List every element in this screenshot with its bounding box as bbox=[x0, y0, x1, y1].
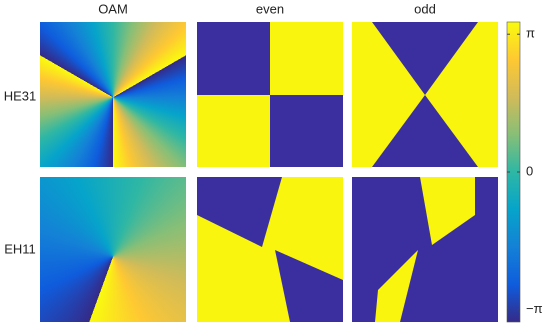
column-title: odd bbox=[414, 1, 436, 16]
odd-map bbox=[352, 177, 498, 322]
colorbar-tick-label: 0 bbox=[526, 163, 533, 178]
row-label: HE31 bbox=[4, 88, 37, 103]
even-map bbox=[197, 177, 343, 322]
column-title: OAM bbox=[98, 1, 128, 16]
row-label: EH11 bbox=[4, 241, 36, 256]
column-title: even bbox=[256, 1, 284, 16]
oam-map bbox=[40, 177, 186, 322]
colorbar-tick-label: π bbox=[526, 26, 535, 41]
odd-map bbox=[352, 22, 498, 167]
oam-map bbox=[40, 22, 186, 167]
even-map bbox=[197, 22, 343, 167]
colorbar-tick-label: −π bbox=[526, 301, 543, 316]
